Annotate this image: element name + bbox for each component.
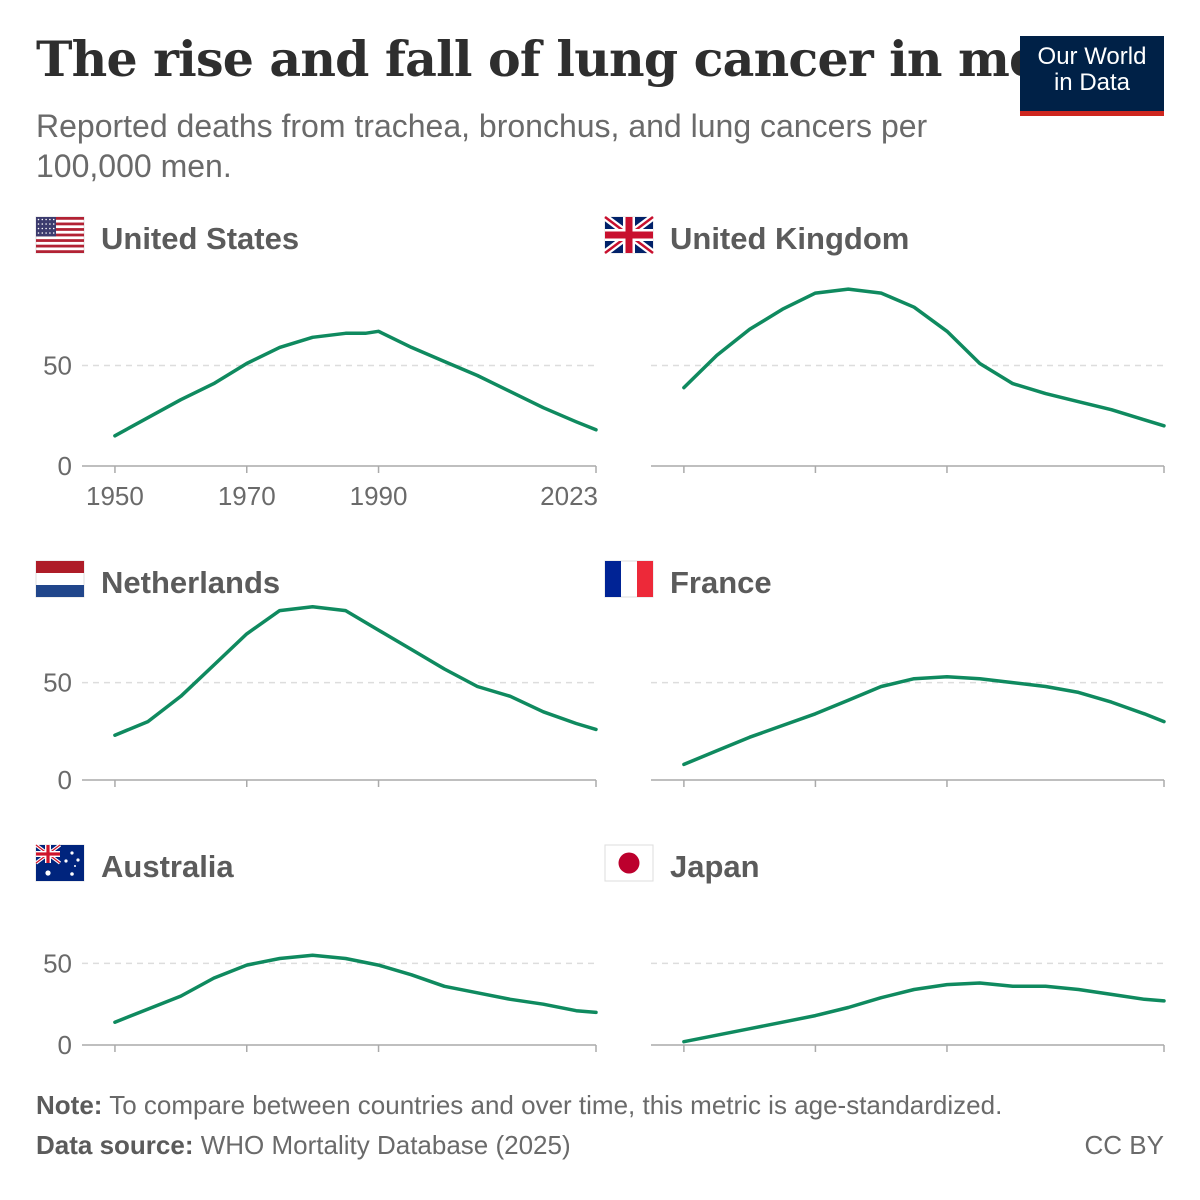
france-flag-icon (604, 560, 654, 598)
japan-flag-icon (604, 844, 654, 882)
panel-netherlands: Netherlands 0 50 (35, 560, 598, 795)
y-tick-label: 0 (58, 1030, 72, 1060)
panel-title: Australia (101, 849, 234, 884)
y-tick-label: 50 (43, 948, 72, 978)
panel-title: France (670, 565, 772, 600)
uk-flag-icon (602, 214, 656, 256)
panel-title: United States (101, 221, 299, 256)
x-tick-label: 1950 (86, 481, 144, 511)
panel-title: United Kingdom (670, 221, 909, 256)
owid-logo[interactable]: Our World in Data (1020, 36, 1164, 116)
y-tick-label: 0 (58, 765, 72, 795)
panel-united-kingdom: United Kingdom (602, 214, 1166, 473)
source-text[interactable]: WHO Mortality Database (2025) (200, 1130, 571, 1160)
series-line (682, 981, 1166, 1044)
x-tick-label: 2023 (540, 481, 598, 511)
panel-title: Japan (670, 849, 760, 884)
logo-line-1: Our World (1037, 43, 1147, 70)
source-label: Data source: (36, 1130, 194, 1160)
series-line (113, 604, 598, 737)
series-line (682, 287, 1166, 428)
license[interactable]: CC BY (1084, 1130, 1164, 1160)
x-tick-label: 1970 (218, 481, 276, 511)
panel-japan: Japan (604, 844, 1166, 1052)
series-line (682, 675, 1166, 767)
note-text: To compare between countries and over ti… (109, 1090, 1003, 1120)
panel-title: Netherlands (101, 565, 280, 600)
panel-france: France (604, 560, 1166, 787)
logo-accent-bar (1020, 111, 1164, 116)
note: Note: To compare between countries and o… (36, 1090, 1002, 1121)
y-tick-label: 0 (58, 451, 72, 481)
series-line (113, 329, 598, 438)
x-tick-label: 1990 (350, 481, 408, 511)
note-label: Note: (36, 1090, 103, 1120)
chart-subtitle: Reported deaths from trachea, bronchus, … (36, 108, 928, 184)
australia-flag-icon (34, 843, 85, 882)
logo-line-2: in Data (1053, 69, 1131, 96)
series-line (113, 953, 598, 1024)
netherlands-flag-icon (35, 560, 85, 598)
panel-australia: Australia 0 50 (34, 843, 598, 1060)
chart-title: The rise and fall of lung cancer in men (36, 30, 1075, 88)
y-tick-label: 50 (43, 668, 72, 698)
y-tick-label: 50 (43, 350, 72, 380)
data-source: Data source: WHO Mortality Database (202… (36, 1130, 571, 1161)
us-flag-icon (35, 216, 85, 254)
panel-united-states: United States 0 50 1950 1970 1990 2023 (35, 216, 598, 511)
